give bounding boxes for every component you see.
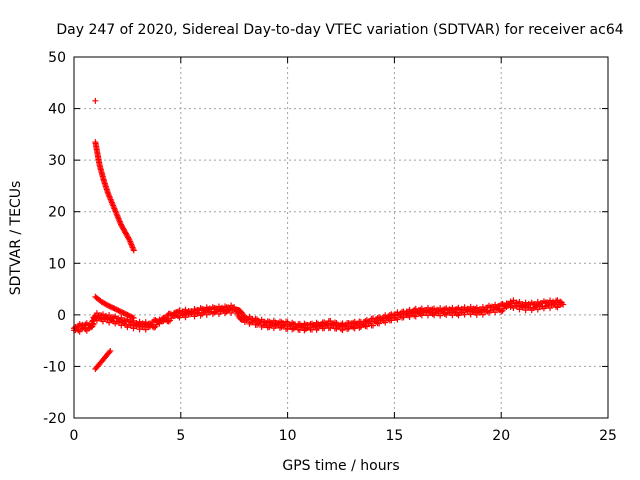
- point-band-ongoing: [226, 305, 233, 312]
- x-axis-label: GPS time / hours: [282, 458, 399, 474]
- x-tick-label: 10: [279, 428, 297, 444]
- point-band-ongoing: [492, 309, 499, 316]
- point-band-ongoing: [339, 327, 346, 334]
- point-band-ongoing: [437, 312, 444, 319]
- point-band-ongoing: [522, 307, 529, 314]
- point-band-ongoing: [106, 319, 113, 326]
- point-band-ongoing: [106, 312, 113, 319]
- point-band-ongoing: [437, 305, 444, 312]
- x-tick-label: 20: [492, 428, 510, 444]
- point-arc-middle: [129, 314, 136, 321]
- point-outlier: [92, 97, 99, 104]
- point-band-ongoing: [473, 304, 480, 311]
- y-tick-label: 0: [57, 308, 66, 324]
- point-band-ongoing: [534, 306, 541, 313]
- point-band-ongoing: [99, 311, 106, 318]
- point-band-ongoing: [382, 319, 389, 326]
- tick-labels: 0 5 10 15 20 25 -20 -10 0 10 20 30 40 50: [43, 50, 617, 444]
- point-band-ongoing: [449, 312, 456, 319]
- point-band-ongoing: [118, 314, 125, 321]
- point-band-ongoing: [363, 323, 370, 330]
- point-band-ongoing: [142, 319, 149, 326]
- point-band-ongoing: [165, 318, 172, 325]
- point-band-ongoing: [424, 304, 431, 311]
- point-band-ongoing: [151, 324, 158, 331]
- point-band-ongoing: [91, 316, 98, 323]
- point-arc-upper: [125, 235, 132, 242]
- point-band-ongoing: [176, 314, 183, 321]
- point-band-ongoing: [130, 325, 137, 332]
- point-band-ongoing: [455, 312, 462, 319]
- point-band-ongoing: [473, 311, 480, 318]
- point-band-ongoing: [269, 321, 276, 328]
- point-band-ongoing: [214, 306, 221, 313]
- point-band-ongoing: [287, 323, 294, 330]
- point-arc-middle: [130, 314, 137, 321]
- point-band-ongoing: [479, 311, 486, 318]
- point-band-ongoing: [406, 313, 413, 320]
- point-band-ongoing: [376, 320, 383, 327]
- point-arc-lower: [106, 349, 113, 356]
- x-tick-label: 15: [385, 428, 403, 444]
- point-band-ongoing: [547, 305, 554, 312]
- y-tick-label: -10: [43, 359, 66, 375]
- y-tick-label: 30: [48, 153, 66, 169]
- y-axis-label: SDTVAR / TECUs: [8, 181, 24, 296]
- point-band-ongoing: [370, 322, 377, 329]
- point-band-ongoing: [142, 326, 149, 333]
- point-band-ongoing: [394, 316, 401, 323]
- chart-title: Day 247 of 2020, Sidereal Day-to-day VTE…: [56, 22, 623, 38]
- data-marks: [71, 97, 567, 373]
- grid: [74, 57, 608, 418]
- point-arc-lower: [107, 347, 114, 354]
- point-band-ongoing: [99, 318, 106, 325]
- point-band-ongoing: [533, 302, 540, 309]
- point-band-ongoing: [467, 311, 474, 318]
- plot-frame: [73, 56, 609, 419]
- point-band-ongoing: [90, 321, 97, 328]
- y-tick-label: 10: [48, 256, 66, 272]
- point-band-ongoing: [516, 298, 523, 305]
- point-band-ongoing: [176, 307, 183, 314]
- y-tick-label: 50: [48, 50, 66, 66]
- y-tick-label: 40: [48, 102, 66, 118]
- point-band-ongoing: [516, 306, 523, 313]
- point-band-ongoing: [190, 309, 197, 316]
- point-band-ongoing: [257, 319, 264, 326]
- point-band-ongoing: [560, 301, 567, 308]
- point-band-ongoing: [424, 312, 431, 319]
- point-band-ongoing: [449, 304, 456, 311]
- point-band-ongoing: [244, 316, 251, 323]
- point-band-ongoing: [299, 324, 306, 331]
- point-band-ongoing: [135, 321, 142, 328]
- x-tick-label: 0: [70, 428, 79, 444]
- point-band-ongoing: [202, 307, 209, 314]
- point-arc-upper: [130, 247, 137, 254]
- point-band-ongoing: [228, 310, 235, 317]
- point-band-ongoing: [89, 320, 96, 327]
- x-tick-label: 25: [599, 428, 617, 444]
- point-band-ongoing: [431, 312, 438, 319]
- point-band-ongoing: [418, 312, 425, 319]
- point-band-ongoing: [400, 314, 407, 321]
- point-band-ongoing: [182, 314, 189, 321]
- point-band-ongoing: [93, 317, 100, 324]
- point-band-ongoing: [498, 308, 505, 315]
- y-tick-label: -20: [43, 411, 66, 427]
- point-band-ongoing: [507, 303, 514, 310]
- point-band-ongoing: [461, 311, 468, 318]
- x-tick-label: 5: [176, 428, 185, 444]
- y-tick-label: 20: [48, 205, 66, 221]
- point-band-ongoing: [412, 313, 419, 320]
